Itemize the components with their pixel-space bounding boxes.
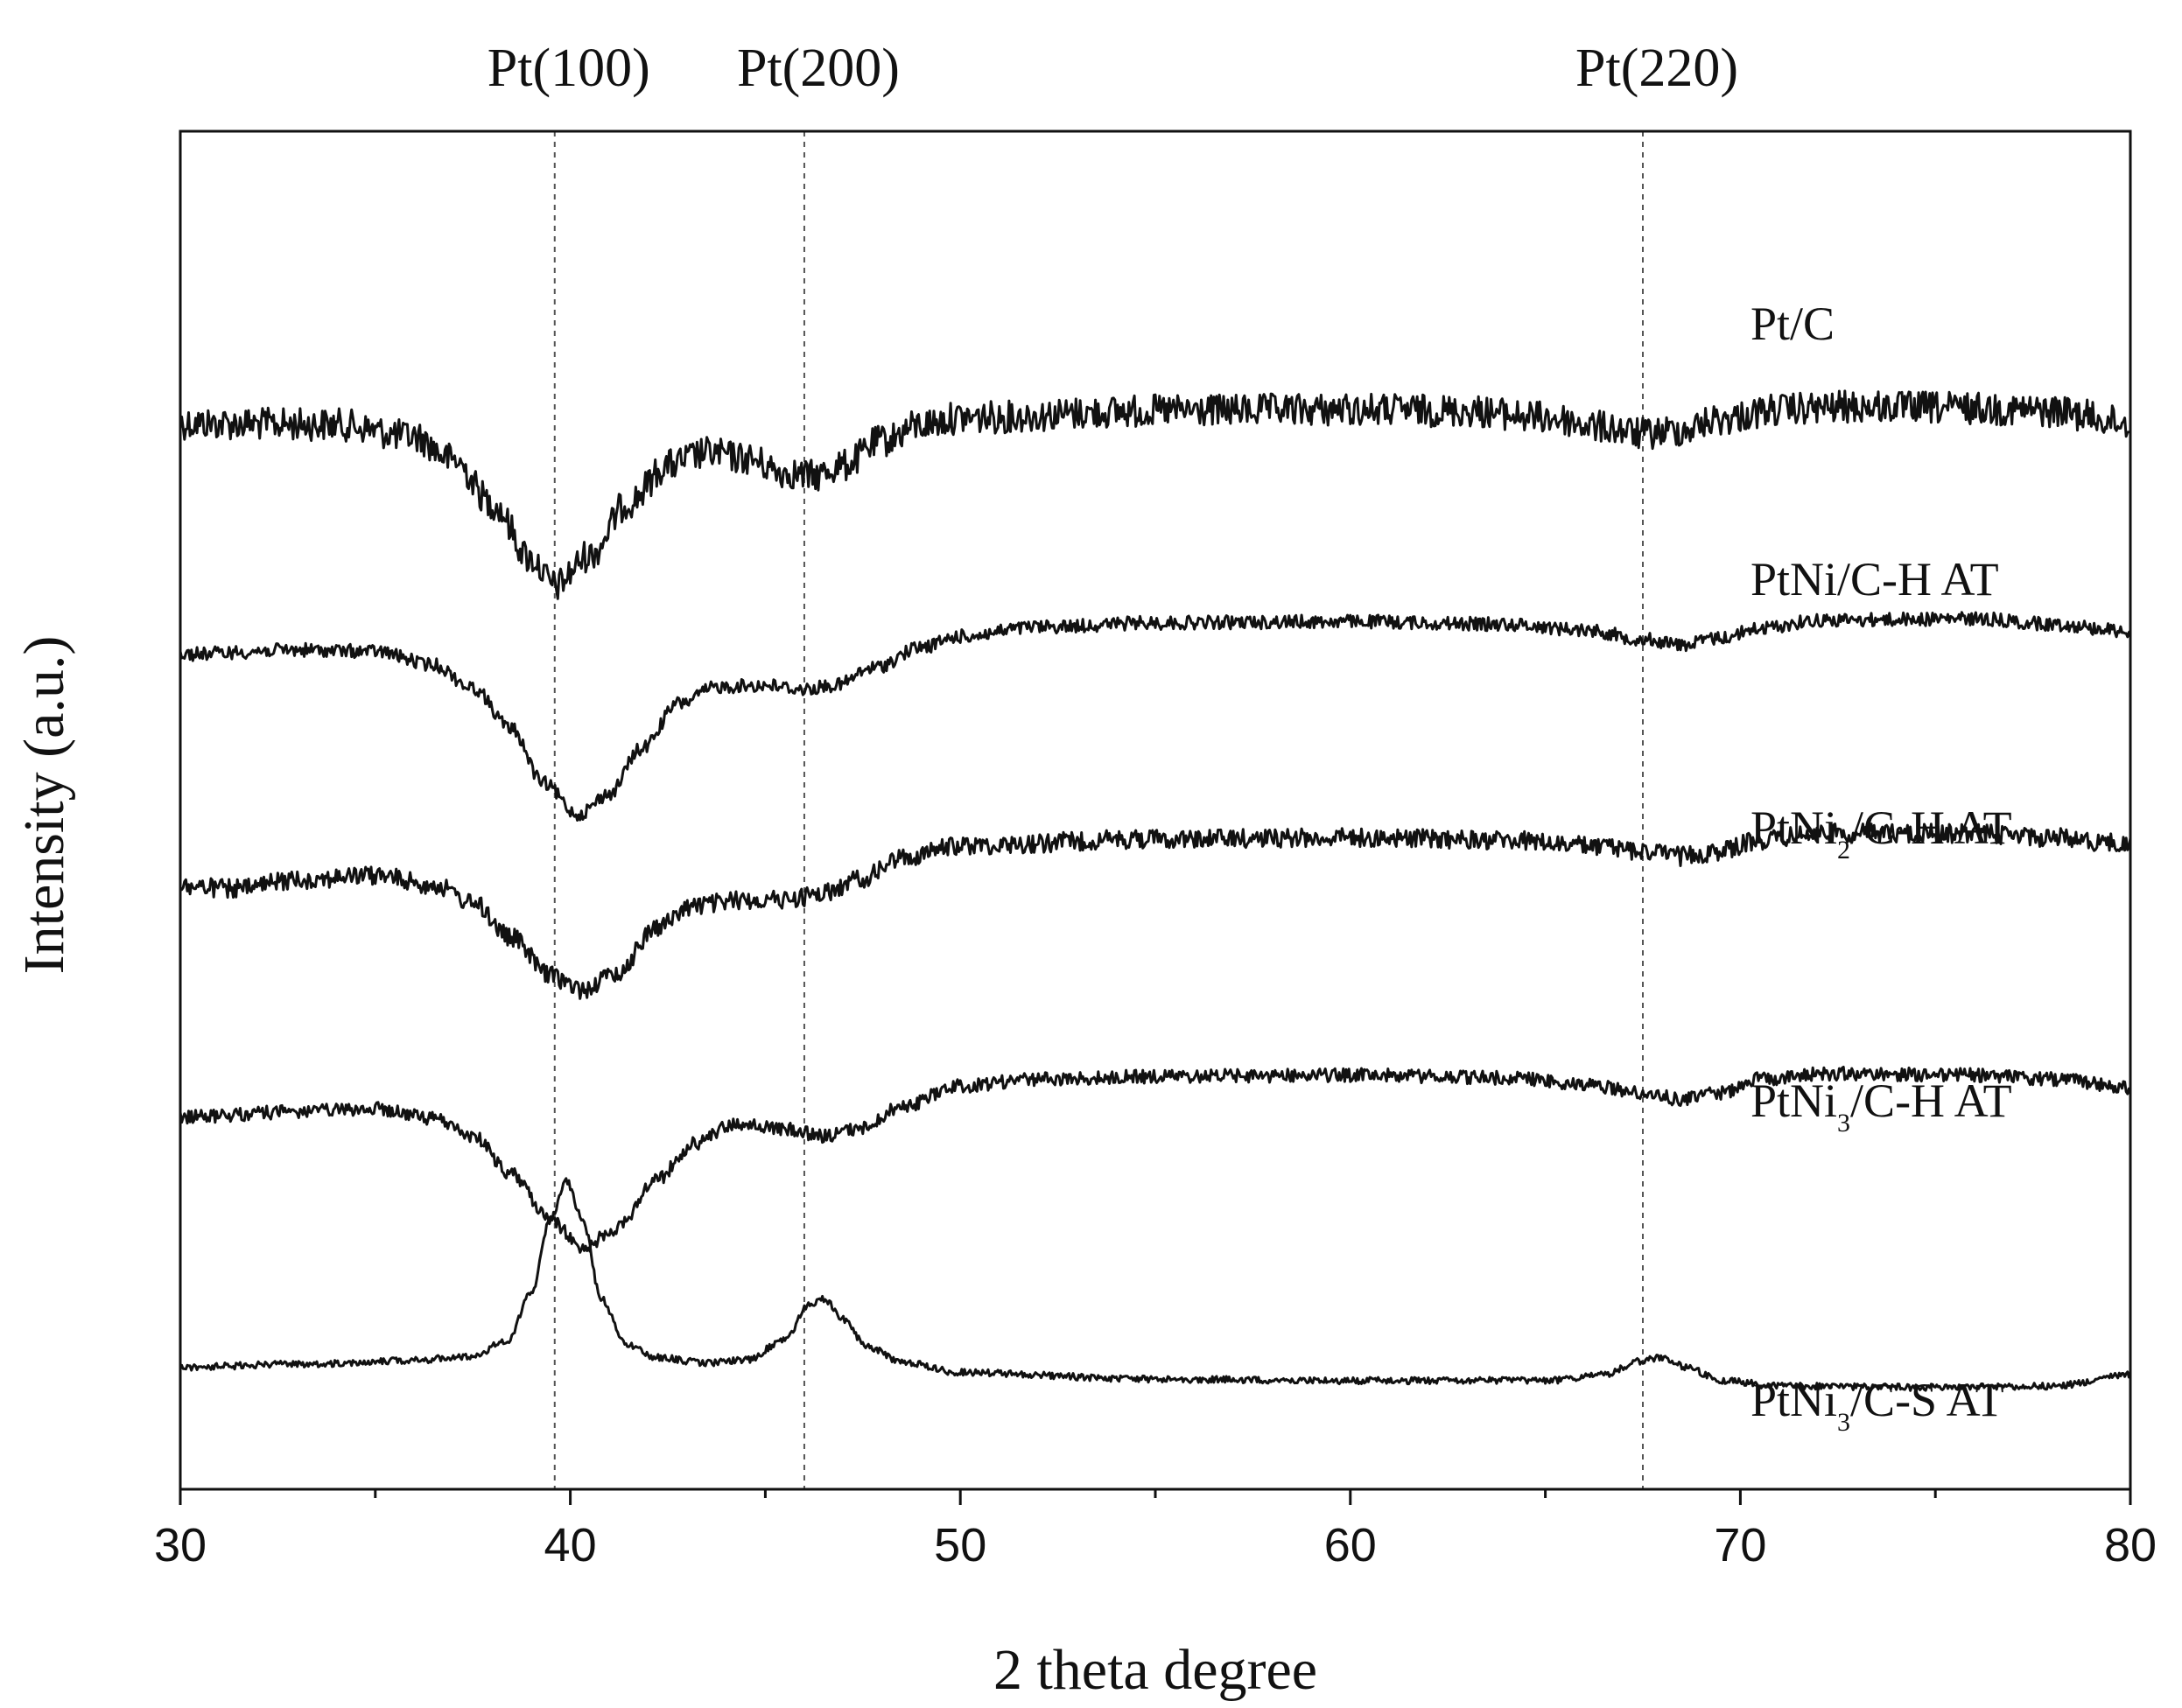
x-tick-label: 30	[154, 1519, 207, 1572]
reference-label: Pt(200)	[737, 38, 900, 98]
x-axis-ticks: 30 40 50 60 70 80	[154, 1489, 2157, 1572]
x-tick-label: 60	[1324, 1519, 1377, 1572]
series-line	[179, 822, 2132, 1000]
x-tick-label: 40	[544, 1519, 597, 1572]
series-label: PtNi3/C-S AT	[1751, 1374, 2004, 1437]
series-label: Pt/C	[1751, 298, 1835, 350]
series-label: PtNi3/C-H AT	[1751, 1074, 2012, 1138]
series-line	[179, 389, 2131, 600]
series-layer	[179, 389, 2132, 1392]
y-axis-label: Intensity (a.u.)	[12, 636, 76, 975]
series-line	[179, 1177, 2132, 1392]
series-label: PtNi/C-H AT	[1751, 553, 1999, 606]
x-tick-label: 80	[2104, 1519, 2157, 1572]
reference-lines	[553, 131, 1644, 1489]
x-axis-label: 2 theta degree	[993, 1638, 1317, 1702]
series-labels: Pt/C PtNi/C-H AT PtNi2/C-H AT PtNi3/C-H AT P…	[1751, 298, 2012, 1437]
x-tick-label: 70	[1714, 1519, 1766, 1572]
reference-label: Pt(220)	[1575, 38, 1738, 98]
x-tick-label: 50	[934, 1519, 986, 1572]
plot-frame	[179, 130, 2132, 1491]
reference-labels: Pt(100) Pt(200) Pt(220)	[488, 38, 1738, 98]
reference-label: Pt(100)	[488, 38, 650, 98]
series-line	[179, 1065, 2132, 1254]
series-line	[179, 611, 2132, 822]
series-label: PtNi2/C-H AT	[1751, 802, 2012, 864]
